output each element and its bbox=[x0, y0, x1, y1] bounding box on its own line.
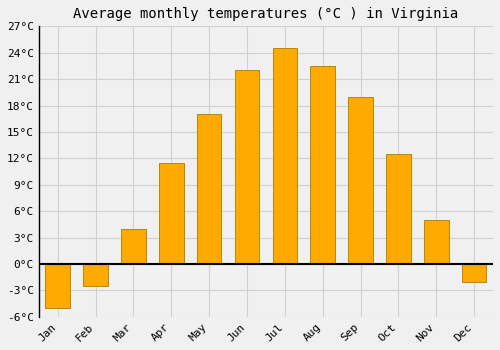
Bar bbox=[46, 264, 70, 308]
Bar bbox=[348, 97, 373, 264]
Bar bbox=[121, 229, 146, 264]
Bar bbox=[310, 66, 335, 264]
Title: Average monthly temperatures (°C ) in Virginia: Average monthly temperatures (°C ) in Vi… bbox=[74, 7, 458, 21]
Bar bbox=[272, 48, 297, 264]
Bar bbox=[386, 154, 410, 264]
Bar bbox=[84, 264, 108, 286]
Bar bbox=[197, 114, 222, 264]
Bar bbox=[234, 70, 260, 264]
Bar bbox=[159, 163, 184, 264]
Bar bbox=[424, 220, 448, 264]
Bar bbox=[462, 264, 486, 282]
